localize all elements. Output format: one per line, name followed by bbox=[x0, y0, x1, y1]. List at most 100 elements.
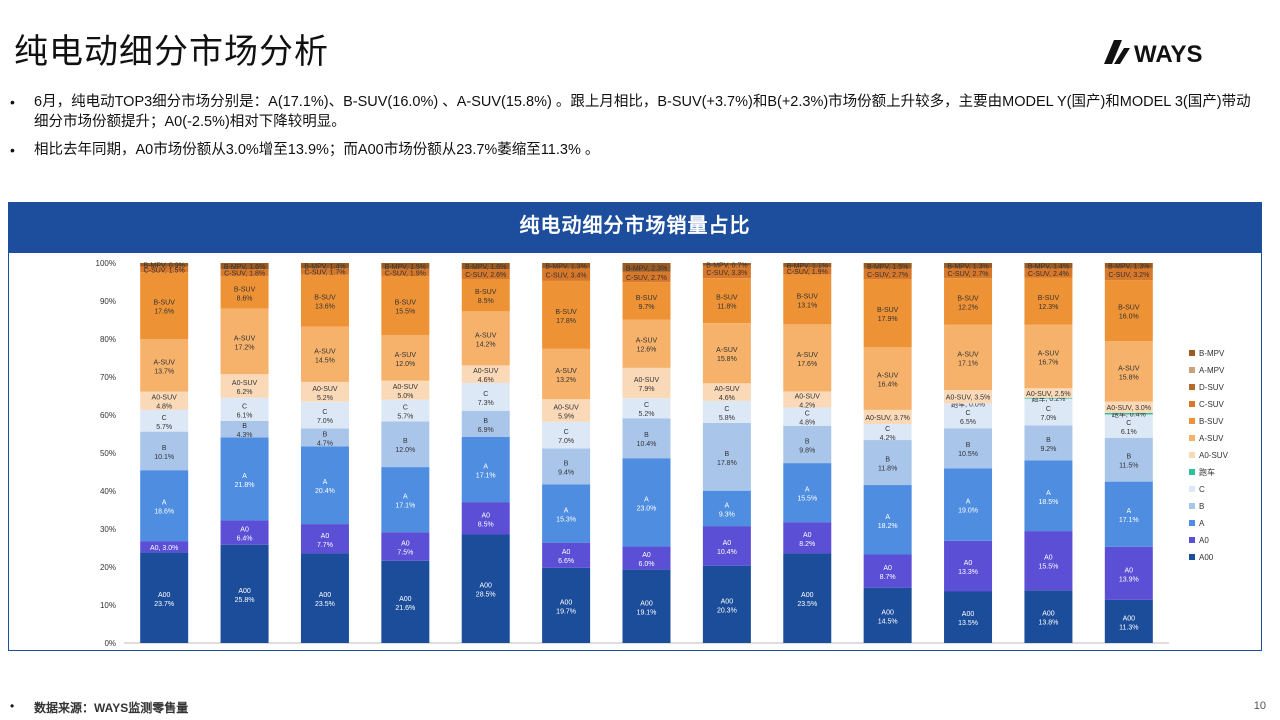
bar-segment-C bbox=[1104, 414, 1153, 438]
bar-segment-A00 bbox=[300, 553, 349, 643]
bar-segment-C bbox=[220, 397, 269, 422]
data-label: C bbox=[1126, 420, 1131, 427]
bar-segment-A0 bbox=[542, 542, 591, 568]
data-label: 12.2% bbox=[958, 305, 978, 312]
data-label: 14.5% bbox=[878, 618, 898, 625]
bullet-text: 6月，纯电动TOP3细分市场分别是：A(17.1%)、B-SUV(16.0%) … bbox=[34, 94, 1251, 130]
y-tick-label: 10% bbox=[100, 601, 116, 610]
bar-segment-B-MPV bbox=[702, 263, 751, 266]
bar-segment-B-MPV bbox=[381, 263, 430, 269]
bar-segment-B bbox=[783, 425, 832, 464]
data-label: A0 bbox=[321, 533, 330, 540]
data-label: C-SUV, 2.7% bbox=[626, 275, 667, 282]
bar-segment-A0-SUV bbox=[863, 409, 912, 425]
data-label: B-SUV bbox=[797, 293, 819, 300]
data-label: 12.6% bbox=[637, 347, 657, 354]
data-label: 18.2% bbox=[878, 523, 898, 530]
legend-label: D-SUV bbox=[1199, 383, 1225, 392]
legend-swatch-B-SUV bbox=[1189, 418, 1195, 424]
data-label: A0-SUV bbox=[312, 386, 338, 393]
logo-text: WAYS bbox=[1134, 41, 1202, 68]
data-label: A0-SUV bbox=[393, 384, 419, 391]
data-label: A-SUV bbox=[1118, 365, 1140, 372]
data-label: A0 bbox=[240, 527, 249, 534]
data-label: 15.8% bbox=[1119, 374, 1139, 381]
bar-segment-A bbox=[783, 463, 832, 523]
legend-swatch-C-SUV bbox=[1189, 401, 1195, 407]
bar-segment-B-SUV bbox=[863, 279, 912, 348]
data-label: B-SUV bbox=[877, 307, 899, 314]
bar-segment-B bbox=[1104, 437, 1153, 482]
bar-segment-B-SUV bbox=[381, 275, 430, 335]
data-label: A-SUV bbox=[234, 335, 256, 342]
footer-bullet-icon: • bbox=[10, 699, 15, 713]
data-label: 15.3% bbox=[556, 516, 576, 523]
data-label: A-SUV bbox=[636, 338, 658, 345]
data-label: 10.4% bbox=[637, 441, 657, 448]
legend-swatch-B-MPV bbox=[1189, 350, 1195, 356]
bar-segment-A0-SUV bbox=[702, 383, 751, 401]
bar-segment-A bbox=[702, 490, 751, 527]
data-label: B-MPV, 1.5% bbox=[867, 264, 908, 271]
data-label: 10.4% bbox=[717, 549, 737, 556]
bar-segment-B bbox=[220, 421, 269, 438]
bar-segment-C bbox=[702, 400, 751, 423]
bar-segment-A-SUV bbox=[381, 334, 430, 381]
data-label: 19.0% bbox=[958, 508, 978, 515]
data-label: 19.1% bbox=[637, 609, 657, 616]
legend-label: C-SUV bbox=[1199, 400, 1225, 409]
data-label: 17.6% bbox=[154, 309, 174, 316]
bar-segment-A00 bbox=[863, 587, 912, 643]
data-label: A-SUV bbox=[153, 359, 175, 366]
bar-segment-A00 bbox=[1024, 590, 1073, 643]
data-label: A00 bbox=[399, 596, 412, 603]
data-label: A0, 3.0% bbox=[150, 545, 178, 552]
data-label: A0-SUV bbox=[714, 386, 740, 393]
data-label: 15.5% bbox=[395, 308, 415, 315]
data-label: C-SUV, 1.9% bbox=[385, 270, 426, 277]
bar-segment-B-MPV bbox=[1024, 263, 1073, 269]
data-label: A00 bbox=[1042, 611, 1055, 618]
data-label: B-MPV, 1.3% bbox=[947, 263, 988, 270]
bar-segment-B bbox=[461, 410, 510, 438]
data-label: 23.5% bbox=[315, 601, 335, 608]
data-label: 17.1% bbox=[476, 473, 496, 480]
y-tick-label: 0% bbox=[104, 639, 116, 648]
data-label: 17.8% bbox=[556, 318, 576, 325]
data-label: 20.4% bbox=[315, 488, 335, 495]
data-label: A0 bbox=[1125, 567, 1134, 574]
data-label: C bbox=[644, 402, 649, 409]
bar-segment-A0 bbox=[1024, 531, 1073, 591]
data-label: C bbox=[242, 403, 247, 410]
bullet-item-2: • 相比去年同期，A0市场份额从3.0%增至13.9%；而A00市场份额从23.… bbox=[10, 140, 1260, 160]
data-label: 18.5% bbox=[1038, 499, 1058, 506]
bar-segment-A0-SUV bbox=[140, 391, 189, 410]
bar-segment-A0-SUV bbox=[300, 381, 349, 402]
data-label: 18.6% bbox=[154, 509, 174, 516]
bar-segment-A00 bbox=[140, 552, 189, 643]
data-label: B-SUV bbox=[475, 289, 497, 296]
data-label: A0-SUV bbox=[232, 380, 258, 387]
legend-label: C bbox=[1199, 485, 1205, 494]
data-label: A0 bbox=[883, 565, 892, 572]
legend-label: A-MPV bbox=[1199, 366, 1225, 375]
data-label: B-MPV, 1.3% bbox=[545, 263, 586, 270]
data-label: A-SUV bbox=[716, 347, 738, 354]
bar-segment-B-MPV bbox=[1104, 263, 1153, 268]
bar-segment-B-MPV bbox=[863, 263, 912, 269]
bar-segment-A0 bbox=[461, 502, 510, 535]
bar-segment-C bbox=[863, 424, 912, 441]
data-label: C-SUV, 2.6% bbox=[465, 272, 506, 279]
data-label: 12.3% bbox=[1038, 304, 1058, 311]
data-label: 17.1% bbox=[395, 503, 415, 510]
bar-segment-A-SUV bbox=[863, 347, 912, 410]
data-label: 16.0% bbox=[1119, 314, 1139, 321]
data-label: A00 bbox=[158, 592, 171, 599]
bar-segment-B-SUV bbox=[1024, 277, 1073, 325]
bar-segment-A00 bbox=[944, 591, 993, 643]
y-tick-label: 70% bbox=[100, 373, 116, 382]
legend-label: A bbox=[1199, 519, 1205, 528]
bar-segment-C-SUV bbox=[381, 268, 430, 276]
data-label: A-SUV bbox=[475, 332, 497, 339]
data-label: A bbox=[725, 502, 730, 509]
